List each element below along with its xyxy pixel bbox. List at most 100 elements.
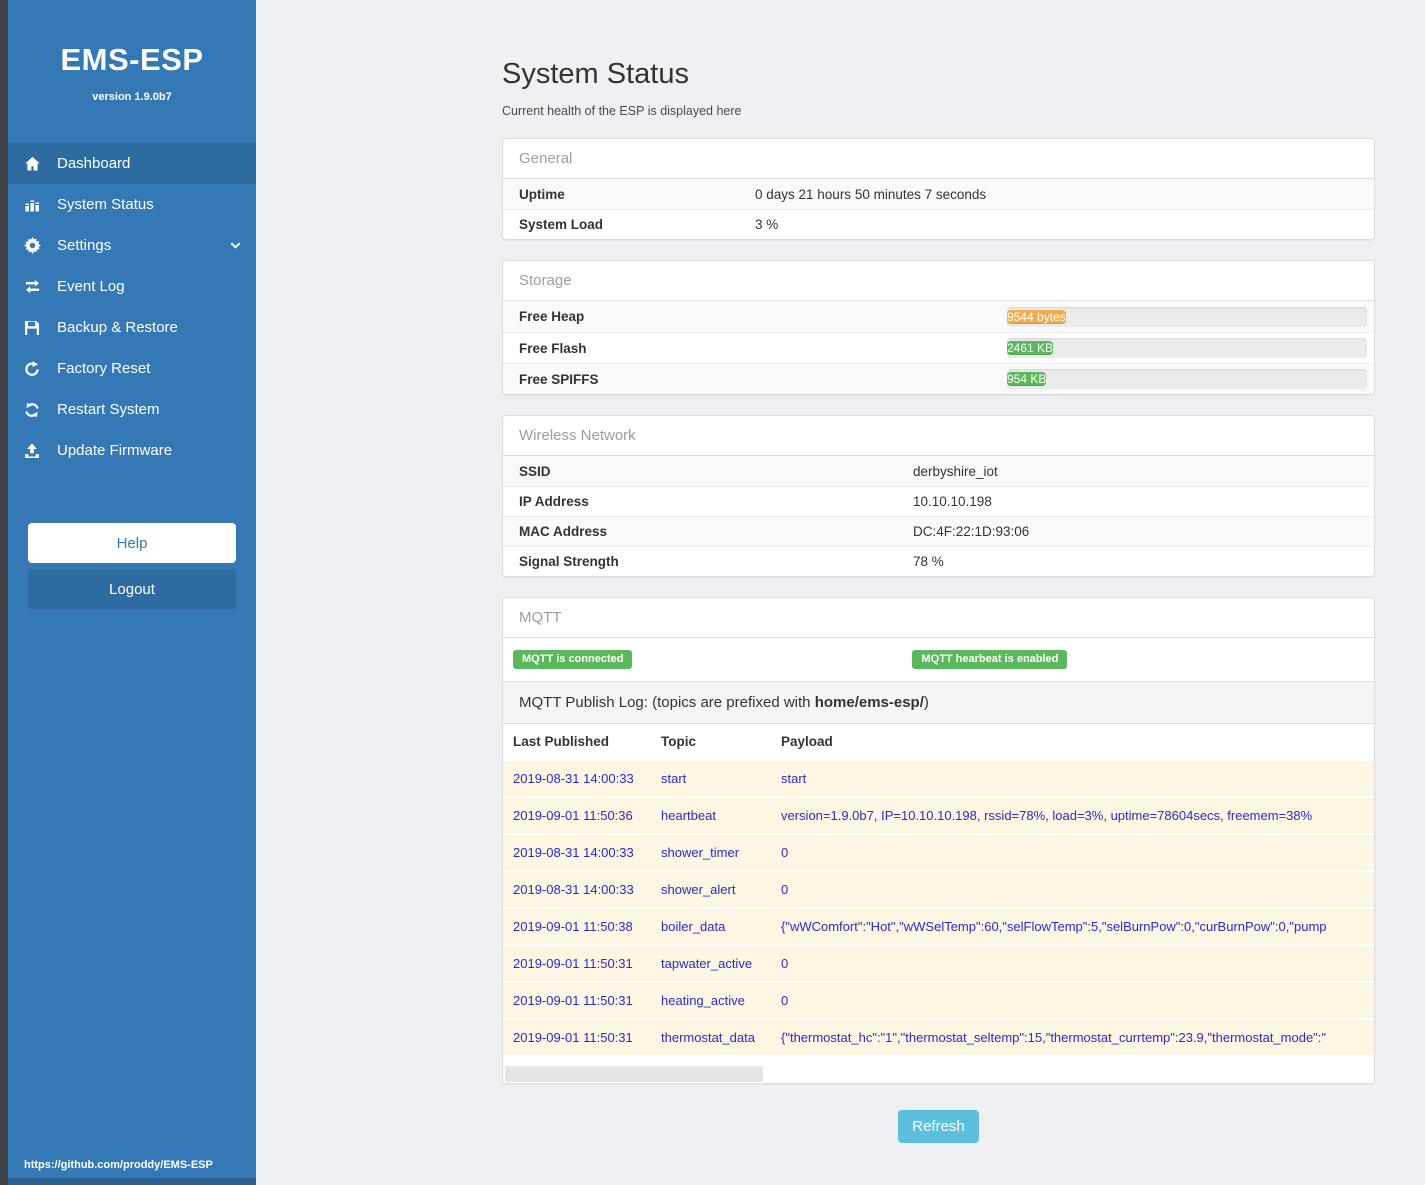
- ssid-label: SSID: [519, 464, 913, 479]
- log-topic: shower_timer: [661, 845, 781, 860]
- free-heap-row: Free Heap 9544 bytes: [503, 301, 1374, 332]
- log-timestamp: 2019-08-31 14:00:33: [503, 845, 661, 860]
- log-payload: {"thermostat_hc":"1","thermostat_seltemp…: [781, 1030, 1374, 1045]
- wireless-panel-title: Wireless Network: [503, 416, 1374, 456]
- app-title: EMS-ESP: [8, 42, 256, 78]
- sidebar-bottom-bar: [8, 1178, 256, 1185]
- log-payload: start: [781, 771, 1374, 786]
- free-heap-progress-track: 9544 bytes: [1007, 307, 1367, 327]
- sidebar-item-label: Backup & Restore: [57, 319, 178, 336]
- system-status-icon: [22, 197, 42, 213]
- log-timestamp: 2019-09-01 11:50:36: [503, 808, 661, 823]
- log-row: 2019-09-01 11:50:31 thermostat_data {"th…: [503, 1018, 1374, 1055]
- sidebar-item-factory-reset[interactable]: Factory Reset: [8, 348, 256, 389]
- sidebar-item-backup-restore[interactable]: Backup & Restore: [8, 307, 256, 348]
- exchange-icon: [22, 279, 42, 294]
- free-spiffs-progress-bar: 954 KB: [1007, 372, 1046, 386]
- log-payload: {"wWComfort":"Hot","wWSelTemp":60,"selFl…: [781, 919, 1374, 934]
- log-timestamp: 2019-09-01 11:50:31: [503, 1030, 661, 1045]
- uptime-value: 0 days 21 hours 50 minutes 7 seconds: [755, 187, 986, 202]
- log-payload: version=1.9.0b7, IP=10.10.10.198, rssid=…: [781, 808, 1374, 823]
- storage-panel: Storage Free Heap 9544 bytes Free Flash …: [502, 260, 1375, 395]
- log-row: 2019-08-31 14:00:33 shower_alert 0: [503, 870, 1374, 907]
- uptime-row: Uptime 0 days 21 hours 50 minutes 7 seco…: [503, 179, 1374, 209]
- log-timestamp: 2019-09-01 11:50:38: [503, 919, 661, 934]
- signal-strength-label: Signal Strength: [519, 554, 913, 569]
- refresh-icon: [22, 402, 42, 418]
- horizontal-scrollbar: [503, 1055, 1374, 1083]
- sidebar-item-dashboard[interactable]: Dashboard: [8, 143, 256, 184]
- mac-address-row: MAC Address DC:4F:22:1D:93:06: [503, 516, 1374, 546]
- github-link[interactable]: https://github.com/proddy/EMS-ESP: [24, 1159, 213, 1171]
- log-timestamp: 2019-08-31 14:00:33: [503, 882, 661, 897]
- log-topic: heating_active: [661, 993, 781, 1008]
- free-flash-progress-track: 2461 KB: [1007, 338, 1367, 358]
- log-timestamp: 2019-09-01 11:50:31: [503, 993, 661, 1008]
- log-topic: start: [661, 771, 781, 786]
- log-row: 2019-08-31 14:00:33 shower_timer 0: [503, 833, 1374, 870]
- page-subtitle: Current health of the ESP is displayed h…: [502, 104, 1375, 118]
- sidebar-item-label: Update Firmware: [57, 442, 172, 459]
- sidebar-item-settings[interactable]: Settings: [8, 225, 256, 266]
- sidebar-item-restart-system[interactable]: Restart System: [8, 389, 256, 430]
- logout-button[interactable]: Logout: [28, 570, 236, 609]
- sidebar-buttons: Help Logout: [28, 523, 236, 609]
- log-topic: thermostat_data: [661, 1030, 781, 1045]
- mqtt-log-header: Last Published Topic Payload: [503, 724, 1374, 759]
- free-heap-progress-bar: 9544 bytes: [1007, 310, 1066, 324]
- general-panel-title: General: [503, 139, 1374, 179]
- sidebar-item-label: Factory Reset: [57, 360, 150, 377]
- free-heap-label: Free Heap: [519, 309, 584, 324]
- sidebar-item-label: Restart System: [57, 401, 160, 418]
- log-row: 2019-09-01 11:50:36 heartbeat version=1.…: [503, 796, 1374, 833]
- free-flash-progress-bar: 2461 KB: [1007, 341, 1053, 355]
- left-edge-strip: [0, 0, 8, 1185]
- sidebar-item-system-status[interactable]: System Status: [8, 184, 256, 225]
- ip-address-value: 10.10.10.198: [913, 494, 992, 509]
- help-button[interactable]: Help: [28, 523, 236, 563]
- mqtt-log-caption-text: MQTT Publish Log: (topics are prefixed w…: [519, 694, 815, 711]
- mqtt-panel: MQTT MQTT is connected MQTT hearbeat is …: [502, 597, 1375, 1084]
- upload-icon: [22, 443, 42, 459]
- ip-address-row: IP Address 10.10.10.198: [503, 486, 1374, 516]
- log-row: 2019-09-01 11:50:31 tapwater_active 0: [503, 944, 1374, 981]
- save-icon: [22, 320, 42, 336]
- log-payload: 0: [781, 993, 1374, 1008]
- ip-address-label: IP Address: [519, 494, 913, 509]
- mqtt-log-caption: MQTT Publish Log: (topics are prefixed w…: [503, 681, 1374, 724]
- col-last-published: Last Published: [503, 734, 661, 749]
- gear-icon: [22, 237, 42, 254]
- sidebar-item-update-firmware[interactable]: Update Firmware: [8, 430, 256, 471]
- sidebar-item-label: Settings: [57, 237, 111, 254]
- signal-strength-value: 78 %: [913, 554, 944, 569]
- system-load-row: System Load 3 %: [503, 209, 1374, 239]
- log-payload: 0: [781, 882, 1374, 897]
- free-spiffs-progress-track: 954 KB: [1007, 369, 1367, 389]
- mac-address-value: DC:4F:22:1D:93:06: [913, 524, 1029, 539]
- chevron-down-icon: [229, 239, 242, 256]
- refresh-button[interactable]: Refresh: [898, 1110, 979, 1143]
- brand: EMS-ESP version 1.9.0b7: [8, 0, 256, 103]
- signal-strength-row: Signal Strength 78 %: [503, 546, 1374, 576]
- free-flash-label: Free Flash: [519, 341, 587, 356]
- log-row: 2019-09-01 11:50:38 boiler_data {"wWComf…: [503, 907, 1374, 944]
- sidebar-item-event-log[interactable]: Event Log: [8, 266, 256, 307]
- log-topic: boiler_data: [661, 919, 781, 934]
- general-panel: General Uptime 0 days 21 hours 50 minute…: [502, 138, 1375, 240]
- free-spiffs-label: Free SPIFFS: [519, 372, 599, 387]
- system-load-label: System Load: [519, 217, 755, 232]
- free-flash-row: Free Flash 2461 KB: [503, 332, 1374, 363]
- mqtt-log-table: Last Published Topic Payload 2019-08-31 …: [503, 724, 1374, 1083]
- storage-panel-title: Storage: [503, 261, 1374, 301]
- app-window: EMS-ESP version 1.9.0b7 Dashboard Syst: [0, 0, 1425, 1185]
- log-topic: tapwater_active: [661, 956, 781, 971]
- scrollbar-thumb[interactable]: [505, 1066, 763, 1082]
- log-payload: 0: [781, 845, 1374, 860]
- mqtt-heartbeat-badge: MQTT hearbeat is enabled: [912, 650, 1067, 669]
- main-area: System Status Current health of the ESP …: [256, 0, 1425, 1185]
- ssid-value: derbyshire_iot: [913, 464, 998, 479]
- log-payload: 0: [781, 956, 1374, 971]
- mqtt-topic-prefix: home/ems-esp/: [815, 694, 924, 711]
- log-timestamp: 2019-09-01 11:50:31: [503, 956, 661, 971]
- uptime-label: Uptime: [519, 187, 755, 202]
